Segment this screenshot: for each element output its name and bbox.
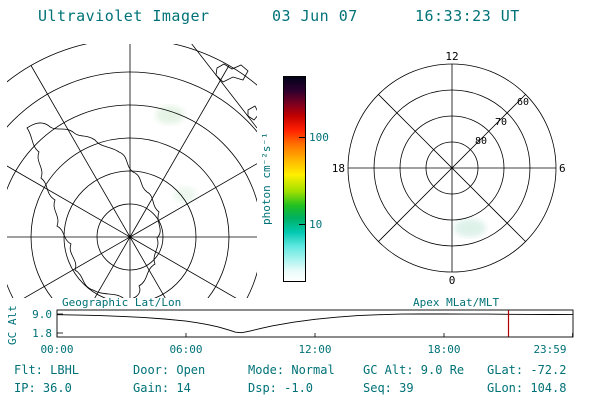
colorbar-tick-label: 10 bbox=[309, 218, 323, 231]
coast-fragment bbox=[215, 63, 249, 83]
status-gain: Gain: 14 bbox=[133, 381, 191, 395]
colorbar-tick-label: 100 bbox=[309, 131, 329, 144]
apex-emission-patch bbox=[454, 219, 486, 237]
y-tick-label: 1.8 bbox=[32, 327, 52, 340]
auroral-emission-patches bbox=[156, 106, 196, 203]
status-ip: IP: 36.0 bbox=[14, 381, 72, 395]
gc-alt-curve bbox=[56, 313, 573, 334]
mlt-label-12: 12 bbox=[445, 50, 458, 63]
date-label: 03 Jun 07 bbox=[272, 7, 358, 25]
status-door: Door: Open bbox=[133, 363, 206, 377]
status-glat: GLat: -72.2 bbox=[487, 363, 567, 377]
mlt-label-0: 0 bbox=[449, 274, 456, 287]
app-title: Ultraviolet Imager bbox=[38, 7, 210, 25]
antarctica-coastline bbox=[26, 122, 161, 298]
apex-grid bbox=[347, 63, 557, 273]
right-plot-title: Apex MLat/MLT bbox=[413, 296, 500, 309]
y-tick-marks bbox=[57, 313, 63, 334]
terminator-line bbox=[191, 44, 257, 129]
mlt-label-6: 6 bbox=[559, 162, 566, 175]
time-label: 16:33:23 UT bbox=[415, 7, 520, 25]
mlat-ring-label-60: 60 bbox=[517, 97, 529, 108]
mlat-ring-label-80: 80 bbox=[475, 136, 487, 147]
coast-fragment bbox=[247, 105, 257, 121]
mlat-ring-label-70: 70 bbox=[495, 117, 507, 128]
colorbar-tick-100 bbox=[299, 137, 305, 138]
geographic-polar-plot bbox=[7, 44, 257, 298]
x-tick-label: 18:00 bbox=[427, 343, 461, 356]
strip-y-axis-title: GC Alt bbox=[6, 305, 19, 345]
colorbar bbox=[283, 76, 306, 282]
x-tick-label: 00:00 bbox=[40, 343, 74, 356]
status-dsp: Dsp: -1.0 bbox=[248, 381, 314, 395]
status-mode: Mode: Normal bbox=[248, 363, 335, 377]
colorbar-unit-label: photon cm⁻²s⁻¹ bbox=[260, 132, 273, 226]
x-tick-marks bbox=[56, 333, 573, 337]
left-plot-title: Geographic Lat/Lon bbox=[62, 296, 182, 309]
gc-alt-strip-chart bbox=[56, 309, 574, 338]
apex-polar-plot: 12 18 6 0 60 70 80 bbox=[332, 50, 566, 287]
status-glon: GLon: 104.8 bbox=[487, 381, 567, 395]
status-gc-alt: GC Alt: 9.0 Re bbox=[363, 363, 465, 377]
status-flt: Flt: LBHL bbox=[14, 363, 80, 377]
status-seq: Seq: 39 bbox=[363, 381, 414, 395]
colorbar-tick-10 bbox=[299, 224, 305, 225]
x-tick-label: 06:00 bbox=[169, 343, 203, 356]
geo-grid bbox=[7, 44, 257, 298]
mlt-label-18: 18 bbox=[332, 162, 345, 175]
y-tick-label: 9.0 bbox=[32, 308, 52, 321]
x-tick-label: 12:00 bbox=[298, 343, 332, 356]
x-tick-label: 23:59 bbox=[533, 343, 567, 356]
